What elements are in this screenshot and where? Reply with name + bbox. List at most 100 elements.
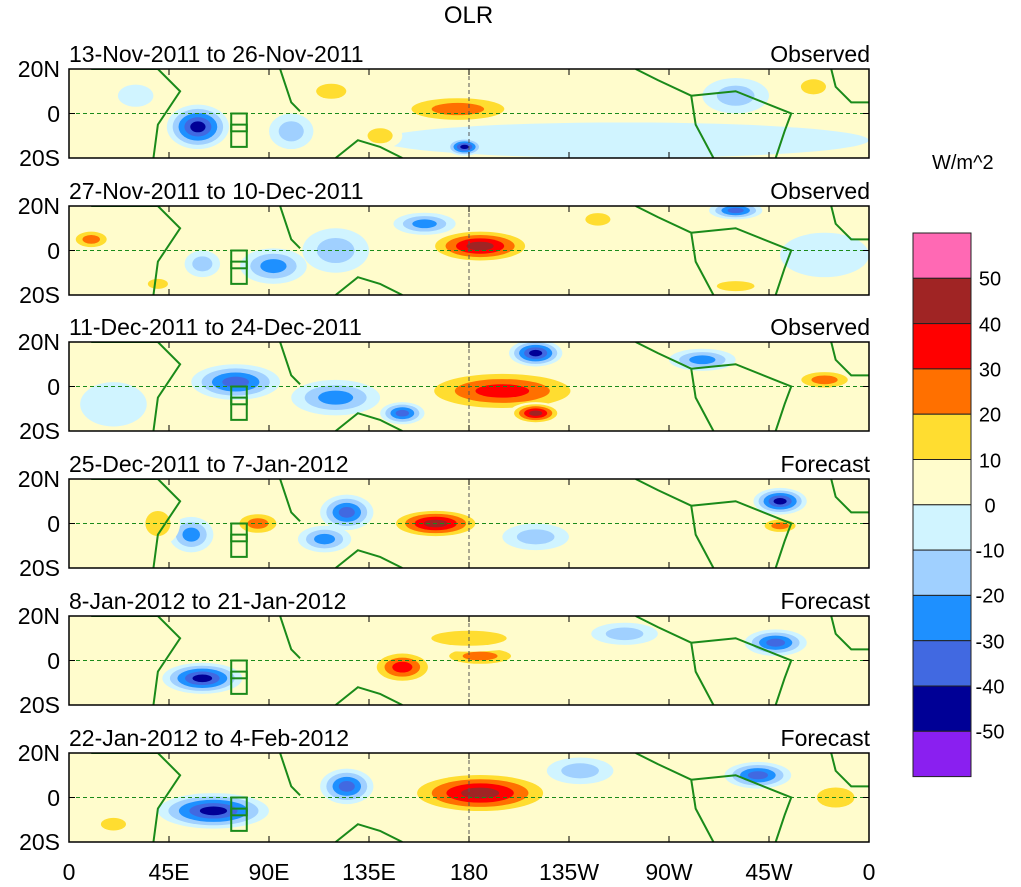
x-tick-label: 135E xyxy=(342,859,396,885)
anomaly-contour xyxy=(475,384,530,398)
anomaly-contour xyxy=(561,763,599,779)
coastline xyxy=(91,206,182,295)
coastline xyxy=(691,500,793,568)
anomaly-contour xyxy=(689,355,716,365)
anomaly-contour xyxy=(145,510,171,537)
x-tick-label: 180 xyxy=(449,859,489,885)
coastline xyxy=(91,479,182,568)
x-tick-label: 0 xyxy=(862,859,876,885)
colorbar-swatch xyxy=(912,277,972,325)
figure-title: OLR xyxy=(443,2,494,29)
panel-date-range: 13-Nov-2011 to 26-Nov-2011 xyxy=(69,41,364,67)
anomaly-contour xyxy=(392,661,413,673)
coastline xyxy=(830,479,869,514)
coastline xyxy=(691,363,793,431)
region-box xyxy=(230,659,248,680)
y-tick-label: 0 xyxy=(47,100,60,127)
contour-fill xyxy=(69,753,869,842)
y-tick-label: 20S xyxy=(19,282,60,308)
anomaly-contour xyxy=(585,213,611,226)
map-panel xyxy=(68,68,870,159)
colorbar-swatch xyxy=(912,459,972,506)
y-tick-label: 0 xyxy=(47,647,60,674)
x-tick-label: 0 xyxy=(62,859,76,885)
colorbar-swatch xyxy=(912,368,972,415)
region-box xyxy=(230,670,248,695)
colorbar-swatch xyxy=(912,640,972,687)
anomaly-contour xyxy=(462,651,498,661)
anomaly-contour xyxy=(316,83,347,99)
y-tick-label: 0 xyxy=(47,784,60,811)
anomaly-contour xyxy=(367,128,393,144)
anomaly-contour xyxy=(247,518,269,529)
colorbar-swatch xyxy=(912,549,972,596)
colorbar-swatch xyxy=(912,685,972,732)
anomaly-contour xyxy=(460,144,469,150)
region-box xyxy=(230,123,248,148)
region-box xyxy=(230,396,248,421)
anomaly-contour xyxy=(605,627,644,641)
anomaly-contour xyxy=(80,653,147,690)
anomaly-contour xyxy=(811,375,838,385)
panel-kind: Observed xyxy=(770,314,870,340)
anomaly-contour xyxy=(412,219,437,229)
region-box xyxy=(230,522,248,543)
anomaly-contour xyxy=(199,806,228,816)
colorbar-label: -50 xyxy=(975,721,1005,744)
anomaly-contour xyxy=(260,259,287,274)
map-panel xyxy=(68,341,870,432)
x-tick-label: 45E xyxy=(148,859,190,885)
y-tick-label: 20N xyxy=(17,466,60,492)
anomaly-contour xyxy=(529,410,543,416)
colorbar-label: -30 xyxy=(975,631,1005,654)
colorbar-label: 40 xyxy=(978,314,1002,337)
anomaly-contour xyxy=(557,494,692,531)
colorbar-swatch xyxy=(912,232,972,279)
anomaly-contour xyxy=(380,122,869,158)
y-tick-label: 20N xyxy=(17,329,60,355)
panel-date-range: 22-Jan-2012 to 4-Feb-2012 xyxy=(69,725,350,751)
region-box xyxy=(230,796,248,817)
coastline xyxy=(279,69,301,112)
contour-fill xyxy=(69,479,869,568)
colorbar-label: 30 xyxy=(978,359,1002,382)
x-tick-label: 90W xyxy=(645,859,693,885)
panel-date-range: 11-Dec-2011 to 24-Dec-2011 xyxy=(69,314,362,340)
y-tick-label: 20N xyxy=(17,193,60,219)
panel-date-range: 27-Nov-2011 to 10-Dec-2011 xyxy=(69,178,364,204)
anomaly-contour xyxy=(766,638,786,647)
anomaly-contour xyxy=(780,232,869,278)
y-tick-label: 20S xyxy=(19,692,60,718)
anomaly-contour xyxy=(222,376,250,388)
coastline xyxy=(335,823,403,842)
colorbar-swatch xyxy=(912,323,972,370)
contour-fill xyxy=(69,616,869,705)
coastline xyxy=(335,412,403,431)
coastline xyxy=(830,342,869,377)
anomaly-contour xyxy=(117,84,154,107)
y-tick-label: 0 xyxy=(47,237,60,264)
colorbar-label: 10 xyxy=(978,450,1002,472)
coastline xyxy=(691,227,793,295)
anomaly-contour xyxy=(314,533,336,545)
panel-date-range: 8-Jan-2012 to 21-Jan-2012 xyxy=(69,588,347,614)
coastline xyxy=(279,342,301,385)
anomaly-contour xyxy=(80,382,147,427)
coastline xyxy=(691,637,793,705)
coastline xyxy=(279,753,301,796)
anomaly-contour xyxy=(318,390,354,405)
anomaly-contour xyxy=(278,121,304,142)
anomaly-contour xyxy=(338,507,355,518)
colorbar-swatch xyxy=(912,413,972,461)
y-tick-label: 0 xyxy=(47,373,60,400)
panel-kind: Forecast xyxy=(780,588,870,614)
anomaly-contour xyxy=(773,497,787,505)
coastline xyxy=(91,753,182,842)
coastline xyxy=(91,342,182,431)
anomaly-contour xyxy=(461,787,500,799)
anomaly-contour xyxy=(100,817,126,831)
coastline xyxy=(335,276,403,295)
coastline xyxy=(279,206,301,249)
